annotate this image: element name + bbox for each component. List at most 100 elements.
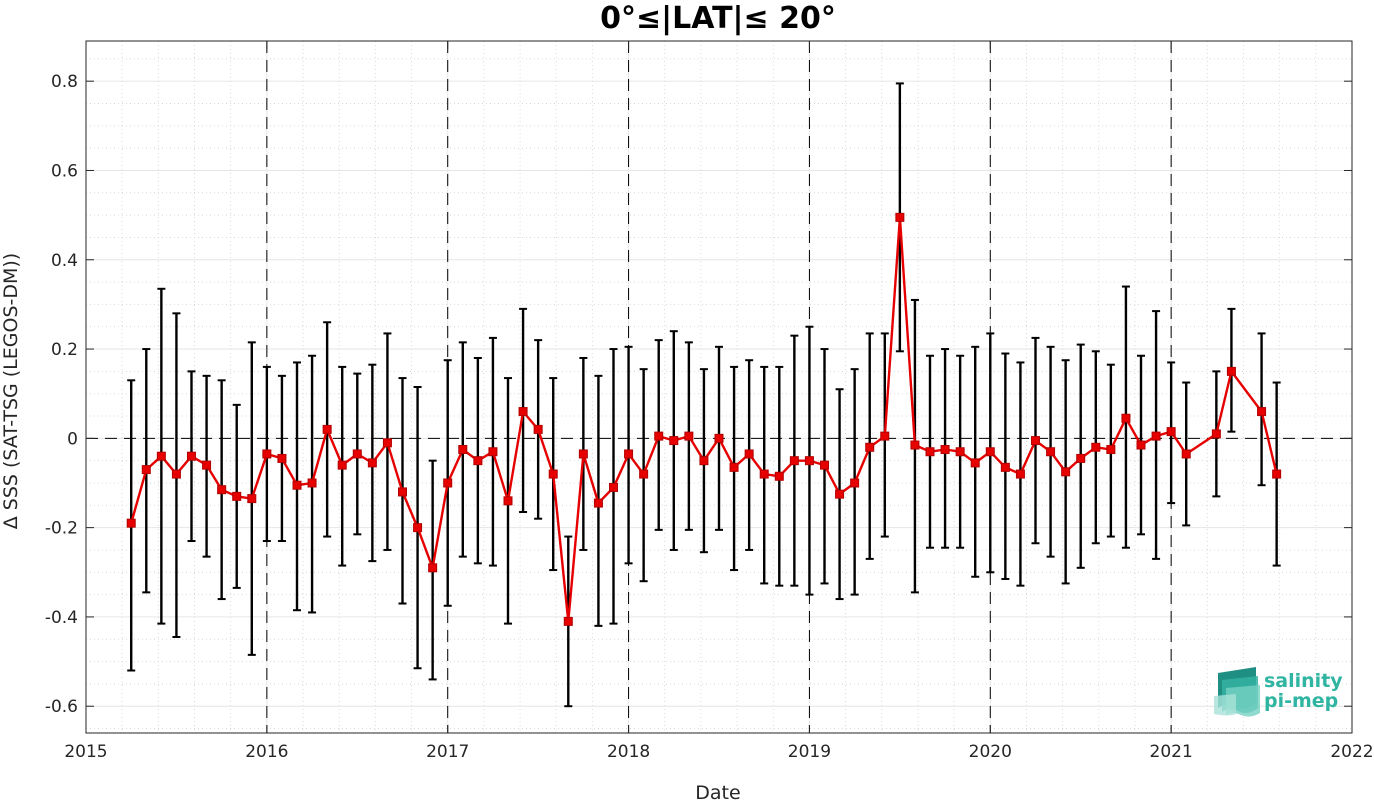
data-point — [352, 449, 362, 459]
data-point — [1166, 427, 1176, 437]
y-tick-label: 0.2 — [51, 340, 78, 360]
data-point — [443, 478, 453, 488]
data-point — [729, 462, 739, 472]
data-point — [774, 471, 784, 481]
data-point — [398, 487, 407, 497]
chart-title: 0°≤|LAT|≤ 20° — [600, 1, 836, 36]
x-tick-label: 2020 — [969, 742, 1012, 762]
data-point — [563, 616, 573, 626]
data-point — [1046, 447, 1056, 457]
plot-frame — [85, 40, 1353, 734]
data-point — [850, 478, 860, 488]
y-tick-label: 0.8 — [51, 72, 78, 92]
data-point — [156, 451, 166, 461]
x-tick-label: 2016 — [245, 742, 288, 762]
data-point — [171, 469, 181, 479]
data-point — [639, 469, 649, 479]
data-point — [744, 449, 754, 459]
y-axis-label: Δ SSS (SAT-TSG (LEGOS-DM)) — [0, 253, 22, 529]
data-point — [548, 469, 558, 479]
data-point — [1257, 407, 1267, 417]
data-point — [699, 456, 709, 466]
data-point — [593, 498, 603, 508]
data-points — [126, 212, 1282, 626]
y-tick-label: 0 — [67, 429, 78, 449]
data-point — [1272, 469, 1282, 479]
x-tick-label: 2015 — [64, 742, 107, 762]
y-tick-label: -0.4 — [45, 608, 78, 628]
logo-line1: salinity — [1264, 670, 1343, 692]
data-point — [232, 491, 242, 501]
data-point — [428, 563, 438, 573]
data-point — [488, 447, 498, 457]
y-tick-label: -0.2 — [45, 519, 78, 539]
data-point — [1211, 429, 1221, 439]
data-point — [458, 445, 468, 455]
data-point — [307, 478, 317, 488]
data-point — [247, 494, 257, 504]
x-axis-label: Date — [695, 782, 740, 801]
data-point — [126, 518, 136, 528]
data-point — [277, 453, 287, 463]
data-point — [955, 447, 965, 457]
data-point — [1000, 462, 1010, 472]
data-point — [337, 460, 347, 470]
data-point — [865, 442, 875, 452]
data-point — [910, 440, 920, 450]
data-point — [141, 465, 151, 475]
data-point — [322, 424, 332, 434]
data-point — [367, 458, 377, 468]
data-point — [970, 458, 980, 468]
data-point — [714, 433, 724, 443]
data-point — [533, 424, 543, 434]
data-point — [262, 449, 272, 459]
data-point — [578, 449, 588, 459]
x-tick-label: 2019 — [788, 742, 831, 762]
data-point — [895, 212, 905, 222]
data-point — [1136, 440, 1146, 450]
data-point — [820, 460, 829, 470]
logo-line2: pi-mep — [1264, 690, 1338, 712]
data-point — [1226, 366, 1236, 376]
y-tick-label: -0.6 — [45, 697, 78, 717]
data-point — [925, 447, 935, 457]
data-point — [804, 456, 814, 466]
x-tick-label: 2021 — [1150, 742, 1193, 762]
data-point — [759, 469, 769, 479]
data-point — [880, 431, 890, 441]
data-point — [217, 485, 227, 495]
data-point — [473, 456, 483, 466]
data-point — [669, 436, 679, 446]
data-point — [202, 460, 212, 470]
salinity-pi-mep-logo: salinity pi-mep — [1214, 667, 1343, 717]
data-point — [1091, 442, 1101, 452]
data-point — [292, 480, 302, 490]
data-point — [1151, 431, 1161, 441]
wave-logo-icon — [1214, 667, 1260, 717]
data-point — [382, 438, 392, 448]
data-point — [684, 431, 694, 441]
data-point — [413, 523, 423, 533]
data-point — [940, 445, 950, 455]
data-point — [609, 482, 618, 492]
data-point — [985, 447, 995, 457]
data-point — [654, 431, 664, 441]
data-point — [1031, 436, 1040, 446]
data-point — [518, 407, 528, 417]
data-point — [1181, 449, 1191, 459]
data-point — [503, 496, 513, 506]
data-point — [1106, 445, 1116, 455]
y-tick-label: 0.4 — [51, 251, 78, 271]
x-tick-label: 2018 — [607, 742, 650, 762]
data-point — [789, 456, 799, 466]
data-point — [1061, 467, 1071, 477]
data-point — [1076, 453, 1086, 463]
y-tick-label: 0.6 — [51, 161, 78, 181]
data-point — [1015, 469, 1025, 479]
x-tick-label: 2022 — [1330, 742, 1373, 762]
x-tick-label: 2017 — [426, 742, 469, 762]
data-point — [624, 449, 634, 459]
data-point — [187, 451, 196, 461]
axes: 2015 2016 2017 2018 2019 2020 2021 2022 -0.6 -0.4… — [45, 40, 1374, 762]
